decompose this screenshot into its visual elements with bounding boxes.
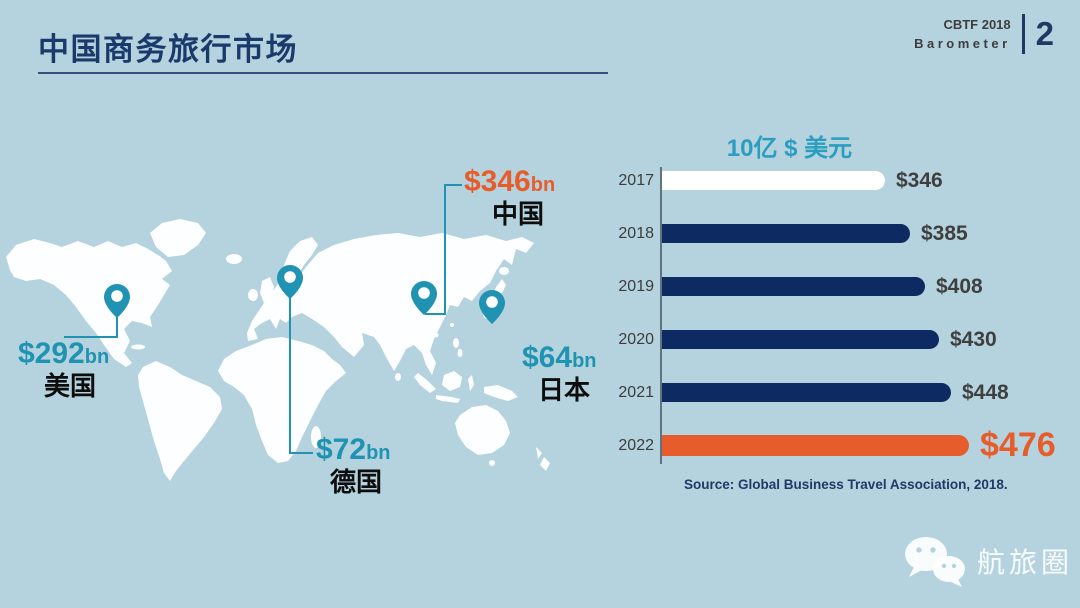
connector-line	[289, 297, 291, 454]
page-title: 中国商务旅行市场	[38, 32, 298, 67]
bar	[662, 435, 969, 456]
marker-china: $346bn 中国	[464, 166, 555, 228]
year-label: 2019	[618, 277, 654, 295]
bar-row: 2018 $385	[610, 207, 1080, 260]
marker-country: 美国	[44, 370, 97, 401]
marker-germany: $72bn 德国	[316, 434, 391, 496]
marker-usa: $292bn 美国	[18, 338, 109, 400]
location-pin-icon	[479, 290, 505, 324]
marker-amount: $72bn	[316, 433, 391, 466]
value-label: $385	[921, 221, 968, 245]
wechat-icon	[905, 537, 965, 587]
marker-country: 日本	[538, 374, 591, 405]
connector-line	[64, 336, 118, 338]
bar	[662, 383, 951, 402]
badge-line2: Barometer	[914, 36, 1011, 51]
connector-line	[425, 313, 446, 315]
header-badge: CBTF 2018 Barometer 2	[914, 14, 1054, 54]
bar-row: 2022 $476	[610, 419, 1080, 472]
location-pin-icon	[277, 265, 303, 299]
watermark-label: 航旅圈	[977, 547, 1074, 578]
watermark: 航旅圈	[903, 534, 1073, 588]
marker-amount: $346bn	[464, 165, 556, 198]
bar	[662, 330, 939, 349]
year-label: 2017	[618, 171, 654, 189]
bar	[662, 277, 925, 296]
value-label: $408	[936, 274, 983, 298]
bar	[662, 171, 885, 190]
chart-title: 10亿 $ 美元	[726, 135, 853, 162]
bar-row: 2021 $448	[610, 366, 1080, 419]
bar	[662, 224, 910, 243]
bar-row: 2020 $430	[610, 313, 1080, 366]
value-label: $448	[962, 380, 1009, 404]
location-pin-icon	[411, 281, 437, 315]
connector-line	[291, 452, 313, 454]
value-label: $430	[950, 327, 997, 351]
source-note: Source: Global Business Travel Associati…	[684, 477, 1008, 492]
connector-line	[446, 184, 462, 186]
slide-number: 2	[1035, 15, 1054, 52]
world-map	[6, 219, 550, 481]
bar-row: 2017 $346	[610, 154, 1080, 207]
marker-amount: $64bn	[522, 341, 597, 374]
connector-line	[116, 316, 118, 338]
axis-line	[660, 167, 662, 464]
marker-country: 德国	[330, 466, 383, 497]
marker-amount: $292bn	[18, 337, 110, 370]
bar-row: 2019 $408	[610, 260, 1080, 313]
value-label: $476	[980, 426, 1056, 464]
year-label: 2018	[618, 224, 654, 242]
connector-line	[444, 184, 446, 315]
badge-divider	[1021, 14, 1025, 54]
badge-line1: CBTF 2018	[943, 17, 1011, 32]
location-pin-icon	[104, 284, 130, 318]
value-label: $346	[896, 168, 943, 192]
badge-text: CBTF 2018 Barometer	[914, 15, 1011, 53]
marker-country: 中国	[492, 198, 545, 229]
title-underline	[38, 72, 608, 74]
year-label: 2020	[618, 330, 654, 348]
marker-japan: $64bn 日本	[522, 342, 597, 404]
bar-rows: 2017 $346 2018 $385 2019 $408 2020 $430 2021 $448…	[610, 154, 1080, 472]
year-label: 2022	[618, 436, 654, 454]
year-label: 2021	[618, 383, 654, 401]
